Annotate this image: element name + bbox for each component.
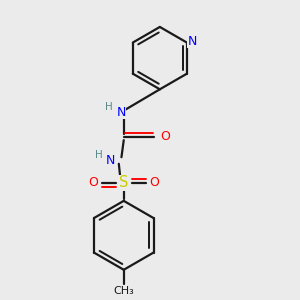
Text: O: O [88,176,98,189]
Text: N: N [188,35,197,48]
Text: N: N [116,106,126,119]
Text: O: O [149,176,159,189]
Text: CH₃: CH₃ [113,286,134,296]
Text: N: N [106,154,115,167]
Text: H: H [95,150,103,160]
Text: O: O [160,130,170,143]
Text: H: H [105,102,113,112]
Text: S: S [119,175,128,190]
